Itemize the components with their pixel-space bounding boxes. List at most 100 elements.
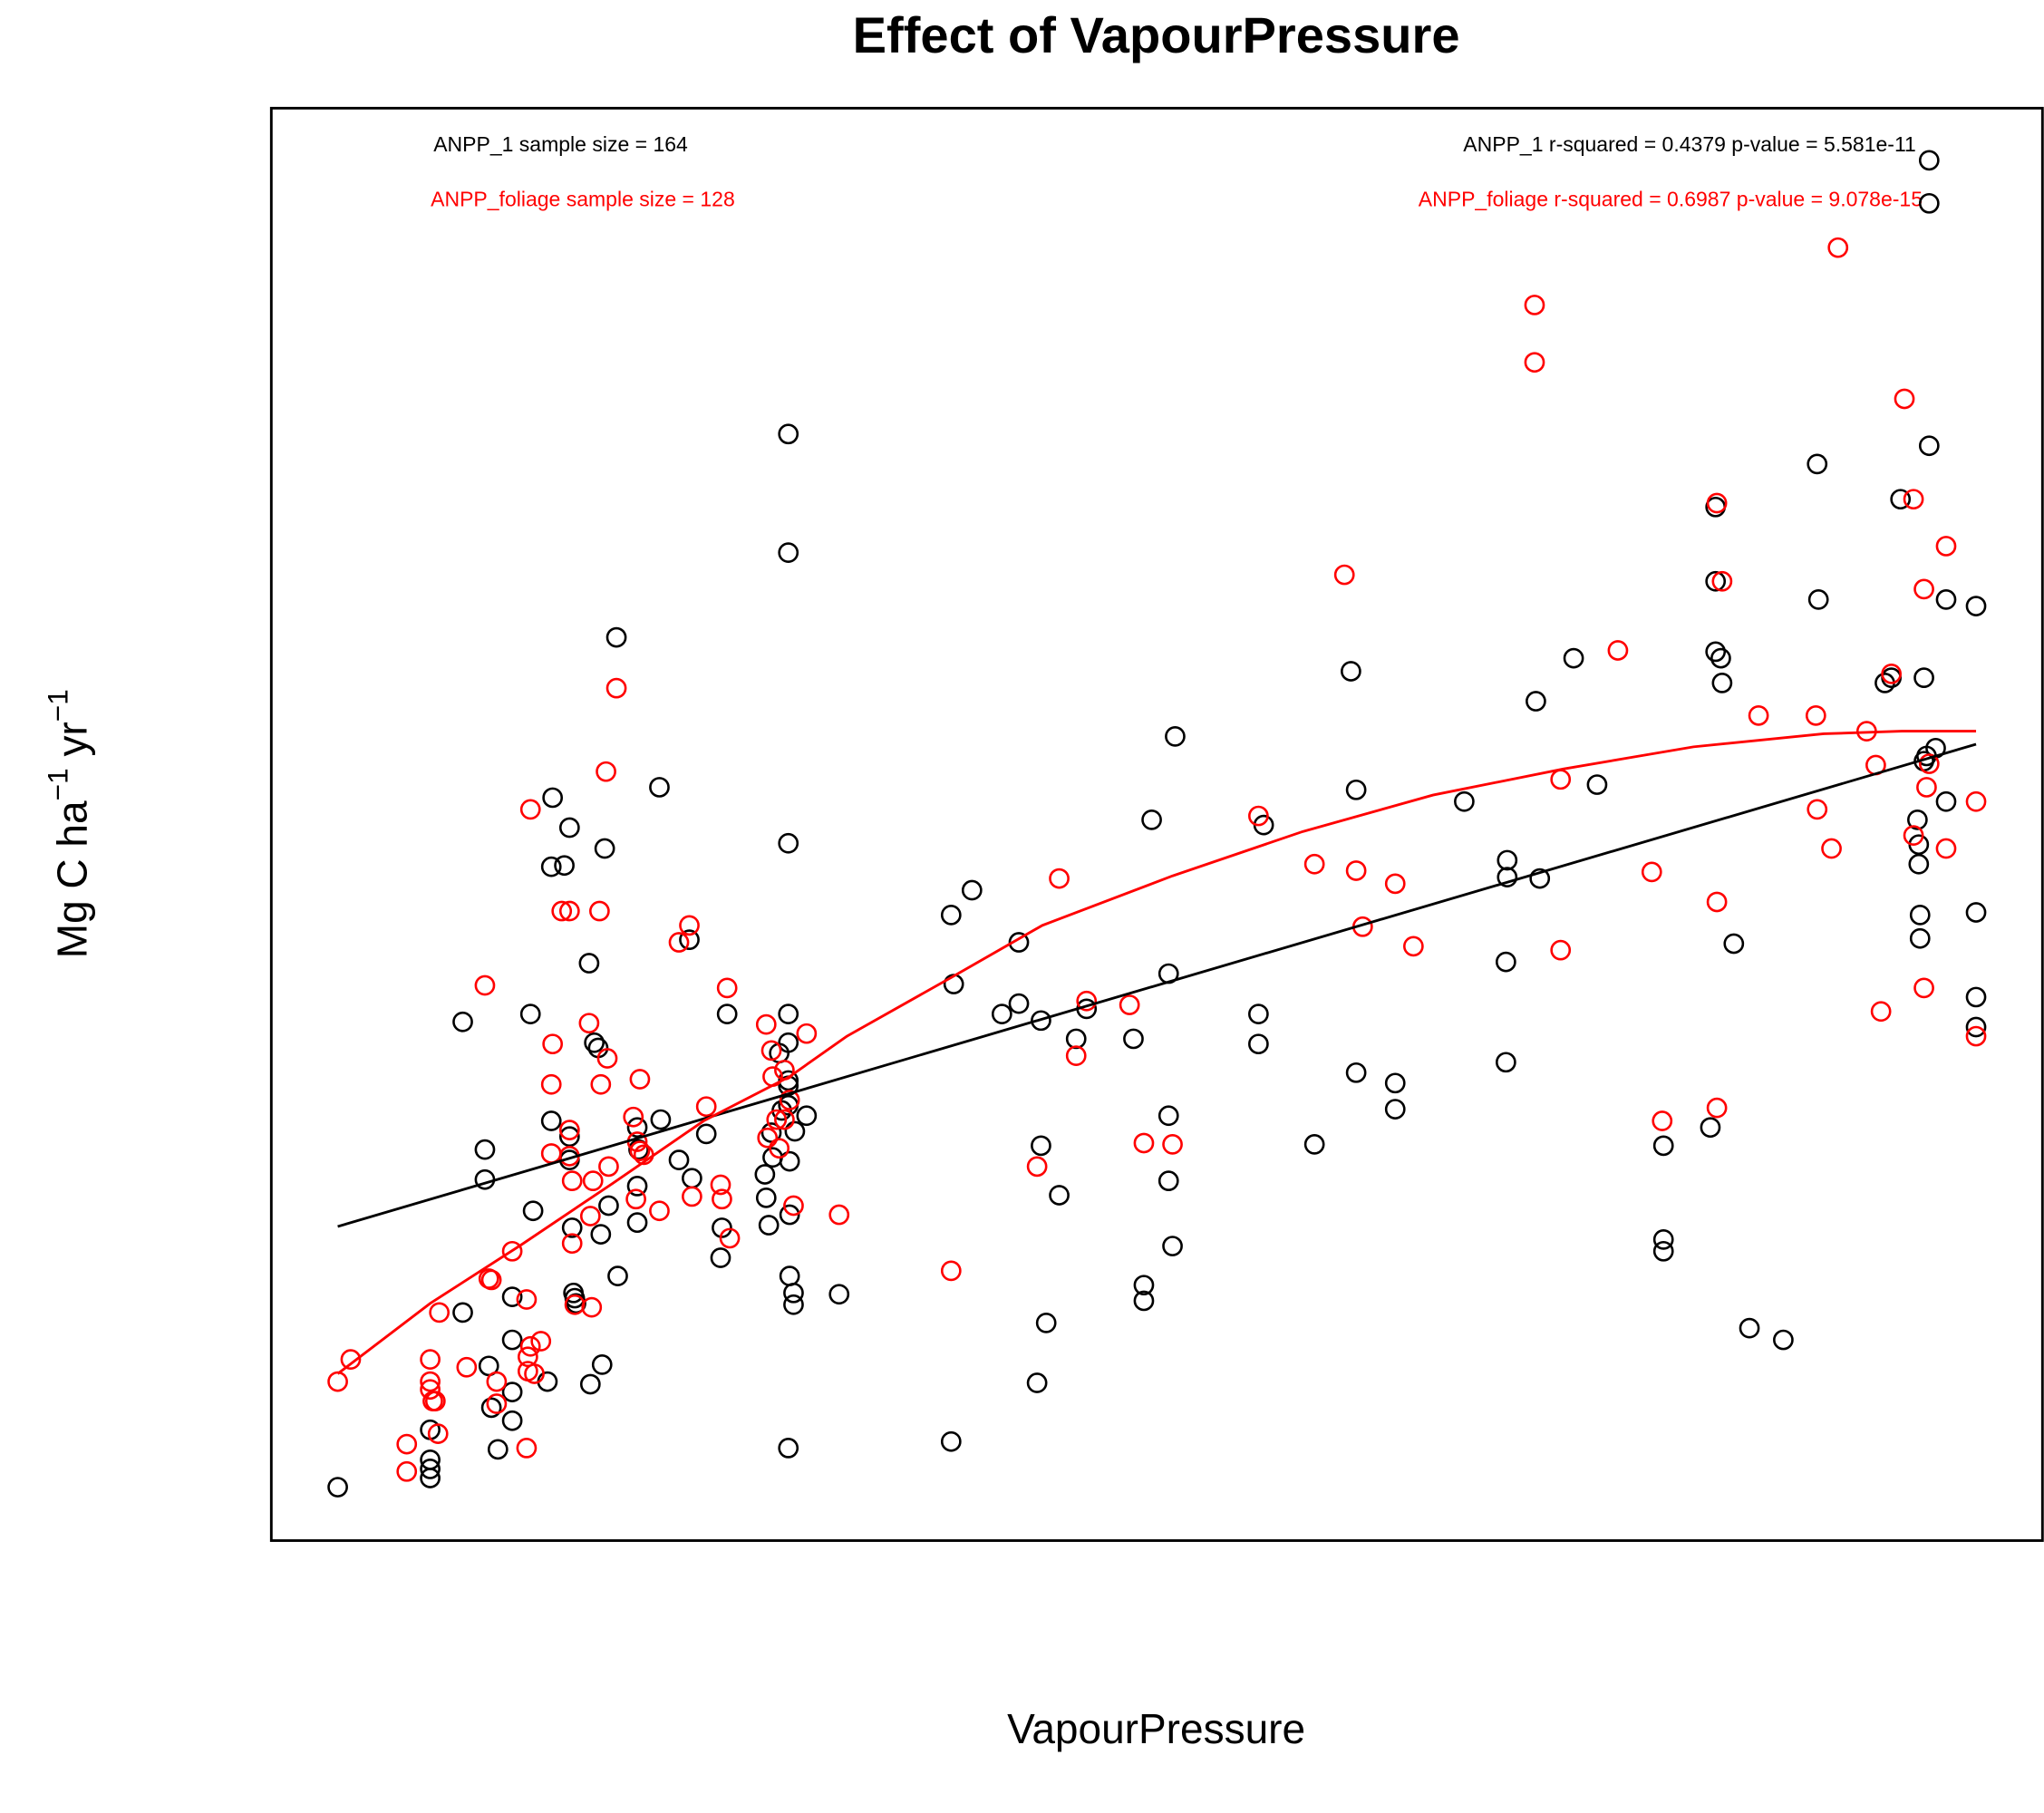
point: [668, 1149, 690, 1171]
point: [1384, 873, 1406, 895]
point: [579, 1206, 601, 1226]
chart-title: Effect of VapourPressure: [853, 6, 1460, 63]
point: [420, 1379, 441, 1401]
x-axis-label: VapourPressure: [1007, 1705, 1305, 1752]
point: [589, 900, 610, 922]
point: [420, 1449, 441, 1470]
point: [1909, 904, 1931, 926]
point: [1035, 1313, 1057, 1333]
point: [1652, 1229, 1674, 1250]
point: [420, 1349, 441, 1370]
point: [1652, 1240, 1674, 1262]
point: [486, 1371, 508, 1392]
point: [649, 1200, 670, 1222]
point: [1563, 647, 1584, 669]
point: [1748, 705, 1769, 726]
point: [396, 1460, 418, 1482]
point: [1700, 1117, 1721, 1139]
point: [598, 1195, 619, 1217]
point: [1345, 1062, 1367, 1083]
point: [828, 1204, 850, 1226]
point: [1303, 1134, 1325, 1155]
point: [774, 1109, 795, 1130]
point: [1773, 1329, 1794, 1351]
point: [1908, 853, 1930, 875]
point: [1739, 1317, 1760, 1339]
point: [578, 953, 600, 974]
point: [474, 1139, 496, 1160]
point: [480, 1397, 502, 1419]
point: [650, 1109, 672, 1130]
point: [429, 1302, 450, 1323]
annotation: ANPP_1 r-squared = 0.4379 p-value = 5.58…: [1463, 132, 1916, 156]
point: [558, 1126, 580, 1148]
point: [1807, 799, 1828, 820]
point: [1913, 977, 1934, 999]
point: [501, 1410, 523, 1431]
point: [1333, 564, 1355, 586]
point: [940, 904, 962, 926]
point: [783, 1282, 804, 1304]
point: [540, 1110, 562, 1131]
plot-frame: [269, 106, 2044, 1542]
point: [1133, 1132, 1155, 1154]
point: [522, 1200, 544, 1222]
point: [1524, 295, 1545, 315]
point: [778, 542, 799, 563]
point: [1026, 1372, 1048, 1393]
point: [1870, 1001, 1892, 1023]
point: [1965, 902, 1987, 923]
point: [456, 1356, 478, 1378]
point: [1723, 933, 1745, 955]
point: [755, 1013, 777, 1035]
point: [828, 1284, 850, 1305]
point: [1248, 1033, 1269, 1055]
point: [796, 1105, 818, 1127]
point: [596, 761, 616, 782]
point: [594, 838, 615, 859]
point: [778, 1438, 799, 1459]
point: [1008, 932, 1030, 953]
annotation: ANPP_foliage sample size = 128: [431, 188, 735, 211]
point: [590, 1224, 612, 1245]
point: [796, 1023, 818, 1044]
y-axis-label: Mg C ha−1 yr−1: [42, 689, 96, 958]
point: [1141, 810, 1162, 830]
point: [605, 677, 627, 699]
point: [561, 1217, 583, 1238]
point: [1454, 790, 1475, 812]
point: [710, 1247, 731, 1268]
fit-line: [337, 742, 1977, 1228]
point: [755, 1187, 777, 1208]
point: [1965, 790, 1987, 812]
annotation: ANPP_1 sample size = 164: [433, 132, 688, 156]
point: [1158, 1105, 1179, 1127]
point: [710, 1174, 731, 1196]
point: [1894, 388, 1915, 410]
point: [1965, 986, 1987, 1008]
point: [501, 1240, 523, 1262]
point: [779, 1204, 800, 1226]
point: [760, 1040, 782, 1062]
point: [679, 929, 700, 951]
point: [598, 1156, 619, 1178]
point: [1903, 825, 1924, 846]
point: [1526, 691, 1546, 712]
point: [1827, 237, 1849, 258]
point: [1935, 838, 1957, 859]
point: [1026, 1156, 1048, 1178]
point: [340, 1349, 362, 1370]
point: [1049, 868, 1070, 889]
point: [1807, 453, 1828, 475]
point: [1008, 993, 1030, 1014]
point: [516, 1289, 538, 1310]
point: [1529, 868, 1551, 889]
point: [961, 879, 983, 901]
point: [1935, 790, 1957, 812]
point: [1903, 489, 1924, 510]
point: [519, 1003, 541, 1024]
point: [695, 1123, 717, 1145]
point: [1162, 1236, 1183, 1256]
point: [1119, 994, 1140, 1015]
point: [1965, 596, 1987, 616]
